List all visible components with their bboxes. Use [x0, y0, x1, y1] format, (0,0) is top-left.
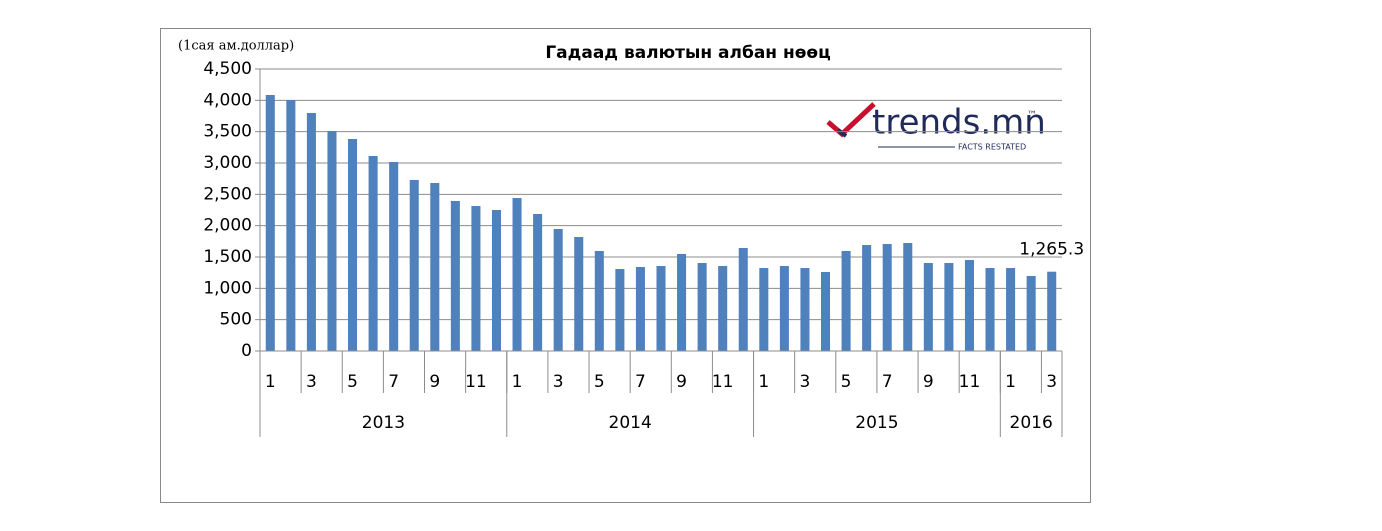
bar	[265, 95, 275, 351]
y-tick-label: 4,000	[203, 90, 252, 110]
bar	[697, 263, 707, 351]
x-group-label: 2013	[362, 413, 405, 433]
x-tick-label: 7	[882, 372, 893, 392]
logo-check-shadow	[836, 128, 848, 138]
y-tick-label: 2,500	[203, 184, 252, 204]
bar	[1047, 271, 1057, 351]
chart-title: Гадаад валютын албан нөөц	[545, 43, 830, 63]
x-tick-label: 9	[429, 372, 440, 392]
x-tick-label: 1	[512, 372, 523, 392]
logo-tm: ™	[1027, 110, 1037, 121]
x-tick-label: 11	[465, 372, 487, 392]
x-tick-label: 3	[306, 372, 317, 392]
bar	[348, 138, 358, 351]
bar	[471, 205, 481, 351]
bar	[923, 263, 933, 351]
bar	[574, 237, 584, 351]
logo-text: trends.mn	[872, 103, 1046, 143]
x-tick-label: 11	[959, 372, 981, 392]
bar	[533, 214, 543, 351]
y-tick-label: 1,000	[203, 278, 252, 298]
bar	[615, 269, 625, 351]
chart-frame	[160, 28, 1091, 503]
bar	[944, 263, 954, 351]
value-label: 1,265.3	[1019, 240, 1084, 260]
x-tick-label: 7	[388, 372, 399, 392]
bar	[512, 198, 522, 351]
x-tick-label: 1	[758, 372, 769, 392]
y-tick-label: 1,500	[203, 247, 252, 267]
bar	[450, 200, 460, 351]
bar	[903, 243, 913, 351]
x-tick-label: 3	[553, 372, 564, 392]
x-tick-label: 1	[265, 372, 276, 392]
y-tick-label: 0	[241, 341, 252, 361]
bar	[1006, 268, 1016, 351]
bar	[491, 210, 502, 351]
y-tick-label: 2,000	[203, 216, 252, 236]
bar	[800, 268, 810, 351]
x-tick-label: 11	[712, 372, 734, 392]
y-axis-label: (1сая ам.доллар)	[178, 39, 294, 54]
x-group-label: 2014	[609, 413, 652, 433]
x-tick-label: 5	[594, 372, 605, 392]
bar	[430, 182, 440, 351]
x-tick-label: 5	[841, 372, 852, 392]
bar	[738, 247, 748, 351]
x-tick-label: 9	[923, 372, 934, 392]
x-group-label: 2015	[855, 413, 898, 433]
bar	[327, 131, 337, 351]
x-tick-label: 1	[1005, 372, 1016, 392]
y-tick-label: 3,000	[203, 153, 252, 173]
x-tick-label: 5	[347, 372, 358, 392]
logo: trends.mn ™ FACTS RESTATED	[826, 102, 1046, 152]
x-group-label: 2016	[1010, 413, 1053, 433]
bar	[409, 179, 419, 351]
y-tick-label: 500	[220, 310, 252, 330]
bar	[389, 161, 399, 351]
bar	[862, 245, 872, 351]
bar	[779, 266, 789, 351]
bar	[964, 260, 974, 351]
bar	[286, 100, 296, 352]
x-tick-label: 3	[1046, 372, 1057, 392]
logo-tagline: FACTS RESTATED	[958, 143, 1026, 152]
x-tick-label: 9	[676, 372, 687, 392]
bar	[553, 228, 563, 351]
bar	[1026, 275, 1036, 351]
bar	[718, 266, 728, 351]
bar	[677, 253, 687, 351]
bar	[820, 271, 831, 351]
bar	[656, 266, 666, 351]
x-tick-label: 3	[800, 372, 811, 392]
bar	[882, 244, 892, 351]
bar	[759, 268, 769, 351]
y-tick-label: 4,500	[203, 59, 252, 79]
bar	[368, 155, 378, 351]
y-tick-label: 3,500	[203, 122, 252, 142]
bar	[841, 250, 851, 351]
logo-check	[826, 102, 876, 138]
bar	[985, 268, 995, 351]
x-tick-label: 7	[635, 372, 646, 392]
bar	[594, 250, 604, 351]
bar	[306, 112, 316, 351]
bar	[635, 267, 645, 351]
